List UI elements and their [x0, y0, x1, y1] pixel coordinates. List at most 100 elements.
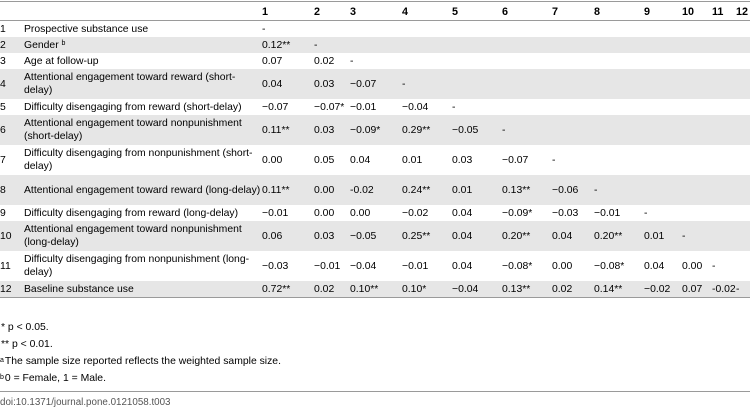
correlation-cell — [736, 21, 750, 38]
doi-link[interactable]: doi:10.1371/journal.pone.0121058.t003 — [0, 397, 171, 408]
correlation-cell — [552, 69, 594, 99]
table-row: 7 Difficulty disengaging from nonpunishme… — [0, 145, 750, 175]
row-number: 2 — [0, 37, 24, 53]
header-row: 1 2 3 4 5 6 7 8 9 10 11 12 — [0, 4, 750, 21]
correlation-cell: 0.00 — [314, 175, 350, 205]
header-cell: 1 — [262, 4, 314, 21]
correlation-cell: 0.04 — [452, 221, 502, 251]
footnote-marker: a — [0, 357, 4, 364]
correlation-cell — [712, 115, 736, 145]
correlation-cell: −0.07 — [262, 101, 289, 113]
correlation-cell: - — [314, 37, 350, 53]
header-cell: 10 — [682, 4, 712, 21]
variable-label: Attentional engagement toward nonpunishm… — [24, 221, 262, 251]
correlation-cell — [350, 21, 402, 38]
correlation-cell — [712, 175, 736, 205]
correlation-cell: 0.03 — [314, 69, 350, 99]
footnote: aThe sample size reported reflects the w… — [0, 355, 750, 372]
correlation-cell — [552, 53, 594, 69]
correlation-cell — [644, 37, 682, 53]
correlation-cell: 0.04 — [452, 207, 473, 219]
correlation-cell: −0.01 — [314, 260, 341, 272]
correlation-cell: −0.04 — [402, 101, 429, 113]
correlation-cell: 0.03 — [314, 115, 350, 145]
correlation-cell: 0.00 — [314, 207, 335, 219]
correlation-cell — [712, 145, 736, 175]
correlation-cell — [502, 69, 552, 99]
correlation-cell — [712, 221, 736, 251]
variable-label: Difficulty disengaging from nonpunishmen… — [24, 251, 262, 281]
header-cell: 8 — [594, 4, 644, 21]
correlation-cell: −0.04 — [350, 260, 377, 272]
correlation-cell — [502, 37, 552, 53]
correlation-cell — [314, 21, 350, 38]
variable-label-text: Difficulty disengaging from nonpunishmen… — [24, 254, 250, 278]
correlation-cell: −0.01 — [262, 207, 289, 219]
correlation-cell: −0.01 — [594, 207, 621, 219]
table-row: 12 Baseline substance use 0.72** 0.02 0.10**… — [0, 281, 750, 298]
correlation-cell — [402, 53, 452, 69]
correlation-cell — [452, 53, 502, 69]
table-top-rule — [0, 1, 750, 2]
correlation-cell: 0.04 — [350, 154, 371, 166]
correlation-cell: 0.04 — [262, 69, 314, 99]
correlation-cell — [682, 175, 712, 205]
variable-label-text: Attentional engagement toward nonpunishm… — [24, 118, 242, 142]
correlation-cell: 0.04 — [552, 221, 594, 251]
correlation-cell: 0.13** — [502, 281, 552, 298]
variable-label-text: Difficulty disengaging from nonpunishmen… — [24, 148, 253, 172]
correlation-cell: - — [350, 55, 354, 67]
correlation-cell — [452, 21, 502, 38]
correlation-cell — [712, 205, 736, 221]
correlation-cell: 0.11** — [262, 115, 314, 145]
header-cell: 6 — [502, 4, 552, 21]
variable-label: Prospective substance use — [24, 21, 262, 38]
correlation-cell: 0.04 — [644, 260, 665, 272]
table-row: 2 Gender b 0.12** - — [0, 37, 750, 53]
correlation-cell: −0.07* — [314, 101, 345, 113]
header-cell: 9 — [644, 4, 682, 21]
correlation-cell: 0.02 — [552, 281, 594, 298]
variable-label-text: Attentional engagement toward reward (sh… — [24, 72, 236, 96]
correlation-cell — [452, 37, 502, 53]
table-row: 6 Attentional engagement toward nonpunish… — [0, 115, 750, 145]
correlation-cell: −0.02 — [402, 207, 429, 219]
row-number: 11 — [0, 260, 11, 272]
correlation-cell: - — [552, 154, 556, 166]
correlation-cell — [682, 37, 712, 53]
correlation-cell — [736, 205, 750, 221]
correlation-cell: −0.01 — [402, 260, 429, 272]
correlation-cell — [502, 99, 552, 115]
correlation-cell — [712, 99, 736, 115]
footnote-marker: b — [0, 374, 4, 381]
row-number: 8 — [0, 175, 24, 205]
footnote: ** p < 0.01. — [0, 338, 750, 355]
correlation-cell: 0.03 — [452, 154, 473, 166]
table-footnotes: * p < 0.05. ** p < 0.01. aThe sample siz… — [0, 321, 750, 389]
table-row: 11 Difficulty disengaging from nonpunishm… — [0, 251, 750, 281]
correlation-cell — [736, 221, 750, 251]
correlation-cell: 0.10* — [402, 281, 452, 298]
correlation-cell: 0.20** — [502, 221, 552, 251]
row-number: 10 — [0, 221, 24, 251]
correlation-cell: - — [262, 23, 266, 35]
correlation-cell — [736, 53, 750, 69]
correlation-cell — [736, 175, 750, 205]
correlation-cell: - — [682, 221, 712, 251]
correlation-cell — [736, 69, 750, 99]
correlation-cell: 0.06 — [262, 221, 314, 251]
correlation-cell: 0.29** — [402, 115, 452, 145]
correlation-cell: 0.07 — [262, 55, 283, 67]
header-cell: 5 — [452, 4, 502, 21]
correlation-cell — [594, 99, 644, 115]
correlation-cell — [736, 99, 750, 115]
correlation-cell — [452, 69, 502, 99]
correlation-cell: -0.02 — [350, 175, 402, 205]
correlation-cell — [736, 251, 750, 281]
correlation-cell: 0.04 — [452, 260, 473, 272]
correlation-cell — [502, 53, 552, 69]
correlation-cell: - — [644, 207, 648, 219]
correlation-cell — [682, 69, 712, 99]
variable-label-text: Attentional engagement toward reward (lo… — [24, 184, 261, 196]
correlation-cell: 0.14** — [594, 281, 644, 298]
